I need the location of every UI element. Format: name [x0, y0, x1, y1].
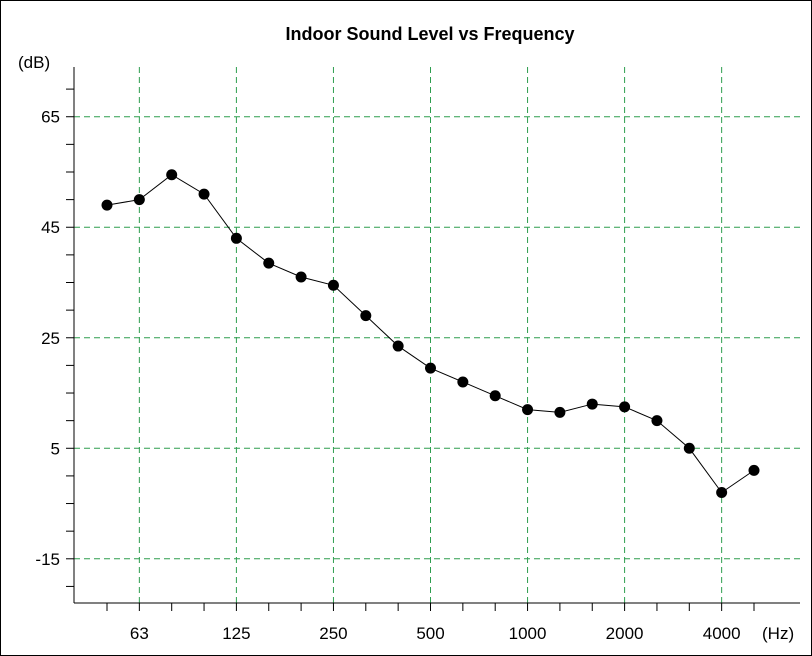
x-tick-label: 250 [319, 624, 347, 643]
x-tick-label: 63 [130, 624, 149, 643]
data-point [651, 415, 663, 427]
data-point [489, 390, 501, 402]
data-point [716, 486, 728, 498]
y-tick-label: -15 [35, 550, 60, 569]
y-tick-label: 5 [51, 439, 60, 458]
y-tick-label: 65 [41, 108, 60, 127]
x-tick-label: 500 [416, 624, 444, 643]
chart-title: Indoor Sound Level vs Frequency [285, 24, 574, 44]
axes: 65 45 25 5 -15 63 125 250 500 1000 2000 4000 [35, 67, 800, 643]
data-point [554, 406, 566, 418]
x-tick-label: 2000 [606, 624, 644, 643]
data-point [360, 310, 372, 322]
y-tick-label: 25 [41, 329, 60, 348]
data-point [263, 257, 275, 269]
x-tick-label: 4000 [703, 624, 741, 643]
data-point [522, 404, 534, 416]
data-point [457, 376, 469, 388]
data-point [586, 398, 598, 410]
data-point [101, 199, 113, 211]
grid-lines [74, 67, 800, 603]
data-point [425, 362, 436, 374]
data-point [748, 464, 760, 476]
x-tick-label: 125 [222, 624, 250, 643]
data-point [198, 188, 210, 200]
series-sound-level [101, 169, 760, 498]
data-point [133, 194, 145, 206]
x-axis-unit-label: (Hz) [762, 624, 794, 643]
y-tick-label: 45 [41, 218, 60, 237]
x-tick-label: 1000 [509, 624, 547, 643]
y-axis-unit-label: (dB) [18, 53, 50, 72]
data-point [295, 271, 307, 283]
data-point [619, 401, 631, 413]
data-point [327, 279, 339, 291]
data-point [683, 442, 695, 454]
data-point [230, 232, 242, 244]
data-point [392, 340, 404, 352]
data-point [166, 169, 178, 181]
